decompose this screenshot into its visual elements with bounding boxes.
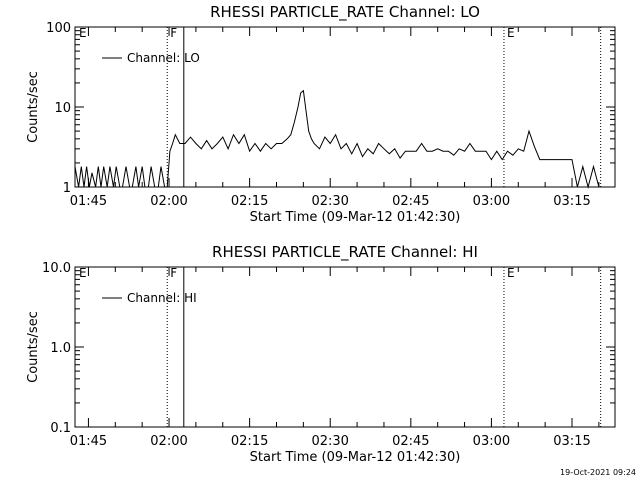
x-tick-label: 02:00: [150, 434, 187, 449]
x-tick-label: 03:00: [473, 434, 510, 449]
x-tick-label: 03:15: [553, 434, 590, 449]
corner-label: E: [79, 266, 87, 280]
y-axis-label: Counts/sec: [26, 311, 41, 383]
lo-channel-panel: RHESSI PARTICLE_RATE Channel: LO 1 10 100 01…: [26, 3, 616, 225]
x-tick-label: 02:45: [392, 194, 429, 209]
x-tick-label: 02:15: [231, 434, 268, 449]
chart-title: RHESSI PARTICLE_RATE Channel: LO: [210, 3, 480, 22]
y-tick-label: 0.1: [50, 421, 71, 436]
legend-entry: Channel: LO: [127, 51, 200, 65]
x-tick-label: 03:15: [553, 194, 590, 209]
x-tick-label: 02:30: [311, 434, 348, 449]
x-tick-label: 02:30: [311, 194, 348, 209]
x-tick-label: 03:00: [473, 194, 510, 209]
x-tick-label: 02:45: [392, 434, 429, 449]
x-tick-label: 01:45: [70, 434, 107, 449]
hi-channel-panel: RHESSI PARTICLE_RATE Channel: HI 0.1 1.0 10…: [26, 243, 616, 465]
corner-label: E: [79, 26, 87, 40]
event-marker-label: F: [170, 26, 177, 40]
y-axis-label: Counts/sec: [26, 71, 41, 143]
x-axis-label: Start Time (09-Mar-12 01:42:30): [250, 450, 461, 465]
y-tick-label: 10.0: [42, 261, 71, 276]
event-marker-label: F: [170, 266, 177, 280]
x-tick-label: 02:15: [231, 194, 268, 209]
event-marker-label: E: [507, 266, 515, 280]
y-tick-label: 1: [63, 181, 71, 196]
y-tick-label: 1.0: [50, 341, 71, 356]
chart-title: RHESSI PARTICLE_RATE Channel: HI: [212, 243, 478, 262]
y-tick-label: 100: [46, 21, 71, 36]
y-tick-label: 10: [54, 101, 71, 116]
x-tick-label: 01:45: [70, 194, 107, 209]
footer-timestamp: 19-Oct-2021 09:24: [560, 468, 636, 477]
legend-entry: Channel: HI: [127, 291, 197, 305]
x-axis-label: Start Time (09-Mar-12 01:42:30): [250, 210, 461, 225]
x-tick-label: 02:00: [150, 194, 187, 209]
series-line: [74, 89, 600, 189]
event-marker-label: E: [507, 26, 515, 40]
